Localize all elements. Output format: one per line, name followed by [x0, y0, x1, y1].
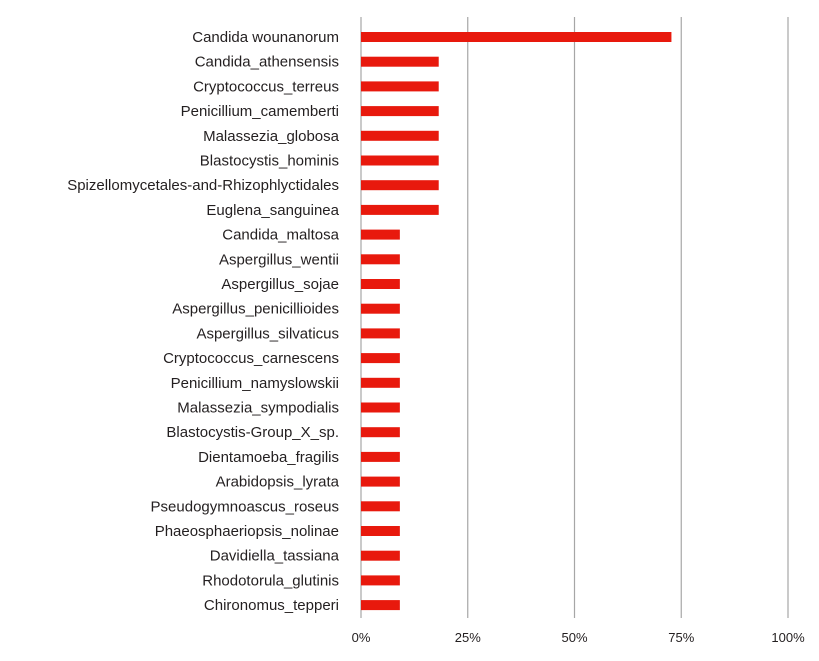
category-label: Davidiella_tassiana: [210, 548, 340, 565]
bar: [361, 106, 439, 117]
category-label: Spizellomycetales-and-Rhizophlyctidales: [67, 177, 339, 194]
category-label: Malassezia_sympodialis: [177, 400, 339, 417]
bar: [361, 81, 439, 92]
category-label: Aspergillus_wentii: [219, 251, 339, 268]
category-label: Blastocystis_hominis: [200, 153, 339, 170]
bar: [361, 303, 400, 314]
bar: [361, 180, 439, 191]
bar: [361, 204, 439, 215]
bar: [361, 501, 400, 512]
category-label: Candida wounanorum: [192, 29, 339, 46]
bar: [361, 328, 400, 339]
bar: [361, 427, 400, 438]
gridlines: [360, 17, 789, 618]
x-tick-label: 75%: [668, 630, 694, 645]
category-label: Aspergillus_penicillioides: [172, 301, 339, 318]
category-label: Penicillium_namyslowskii: [171, 375, 339, 392]
category-label: Dientamoeba_fragilis: [198, 449, 339, 466]
bar: [361, 32, 672, 42]
bar: [361, 476, 400, 487]
category-label: Chironomus_tepperi: [204, 597, 339, 614]
category-label: Pseudogymnoascus_roseus: [151, 498, 339, 515]
x-tick-label: 50%: [561, 630, 587, 645]
category-label: Phaeosphaeriopsis_nolinae: [155, 523, 339, 540]
category-labels: Candida wounanorum Candida_athensensis Cry…: [67, 29, 339, 614]
category-label: Euglena_sanguinea: [206, 202, 339, 219]
bar: [361, 600, 400, 611]
category-label: Malassezia_globosa: [203, 128, 340, 145]
category-label: Arabidopsis_lyrata: [216, 474, 340, 491]
bar: [361, 402, 400, 413]
bar: [361, 451, 400, 462]
x-tick-label: 25%: [455, 630, 481, 645]
category-label: Candida_maltosa: [222, 227, 339, 244]
bar: [361, 130, 439, 141]
category-label: Cryptococcus_carnescens: [163, 350, 339, 367]
bars: [361, 32, 672, 611]
category-label: Aspergillus_silvaticus: [196, 325, 339, 342]
category-label: Blastocystis-Group_X_sp.: [166, 424, 339, 441]
bar: [361, 279, 400, 289]
bar: [361, 575, 400, 586]
x-tick-labels: 0% 25% 50% 75% 100%: [352, 630, 805, 645]
bar: [361, 353, 400, 364]
x-tick-label: 100%: [771, 630, 805, 645]
category-label: Cryptococcus_terreus: [193, 78, 339, 95]
category-label: Rhodotorula_glutinis: [202, 572, 339, 589]
bar: [361, 229, 400, 240]
category-label: Aspergillus_sojae: [221, 276, 339, 293]
bar: [361, 254, 400, 265]
bar: [361, 56, 439, 67]
category-label: Candida_athensensis: [195, 54, 339, 71]
bar: [361, 377, 400, 388]
category-label: Penicillium_camemberti: [181, 103, 339, 120]
bar: [361, 526, 400, 536]
bar: [361, 155, 439, 166]
x-tick-label: 0%: [352, 630, 371, 645]
bar: [361, 550, 400, 561]
